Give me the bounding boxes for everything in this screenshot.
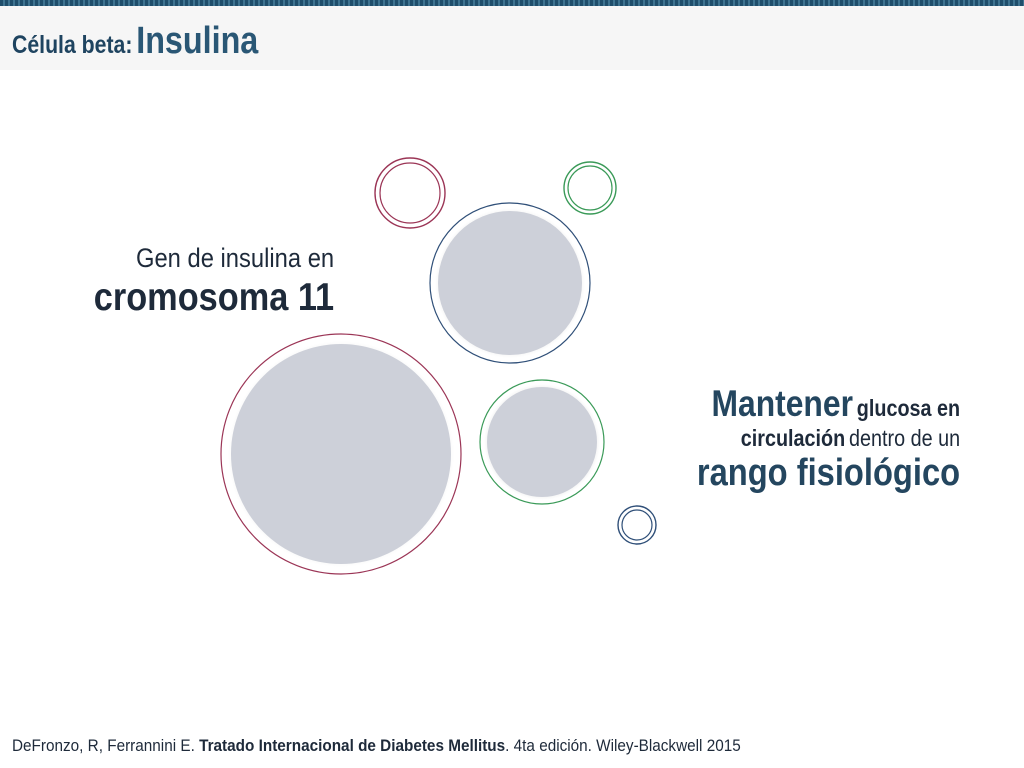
word-glucosa-en: glucosa en: [856, 395, 960, 421]
gene-text-line1: Gen de insulina en: [135, 243, 334, 273]
page-title: Célula beta: Insulina: [12, 20, 258, 63]
phrase-dentro: dentro de un: [848, 425, 960, 451]
gene-text: Gen de insulina en cromosoma 11: [61, 243, 334, 320]
top-bubble: [438, 211, 582, 355]
small-ring-blue-inner: [621, 509, 653, 541]
small-ring-red-outer: [374, 157, 446, 229]
function-text-row2: circulación dentro de un: [697, 425, 960, 452]
large-bubble: [231, 344, 451, 564]
top-stripe: [0, 0, 1024, 6]
phrase-rango: rango fisiológico: [696, 452, 960, 494]
citation-book: Tratado Internacional de Diabetes Mellit…: [199, 736, 506, 755]
function-text-row1: Mantener glucosa en: [697, 383, 960, 425]
gene-text-line2: cromosoma 11: [93, 276, 334, 319]
small-ring-blue-outer: [617, 505, 657, 545]
word-mantener: Mantener: [711, 383, 853, 424]
function-text: Mantener glucosa en circulación dentro d…: [654, 383, 960, 496]
small-ring-green-outer: [563, 161, 617, 215]
small-ring-red-inner: [379, 162, 441, 224]
title-prefix: Célula beta:: [12, 31, 133, 59]
citation-edition: . 4ta edición. Wiley-Blackwell 2015: [505, 736, 741, 755]
word-circulacion: circulación: [740, 425, 846, 451]
title-main: Insulina: [136, 20, 259, 62]
green-bubble: [487, 387, 597, 497]
title-bar: Célula beta: Insulina: [0, 6, 1024, 70]
citation: DeFronzo, R, Ferrannini E. Tratado Inter…: [12, 736, 741, 756]
small-ring-green-inner: [567, 165, 613, 211]
citation-authors: DeFronzo, R, Ferrannini E.: [12, 736, 195, 755]
